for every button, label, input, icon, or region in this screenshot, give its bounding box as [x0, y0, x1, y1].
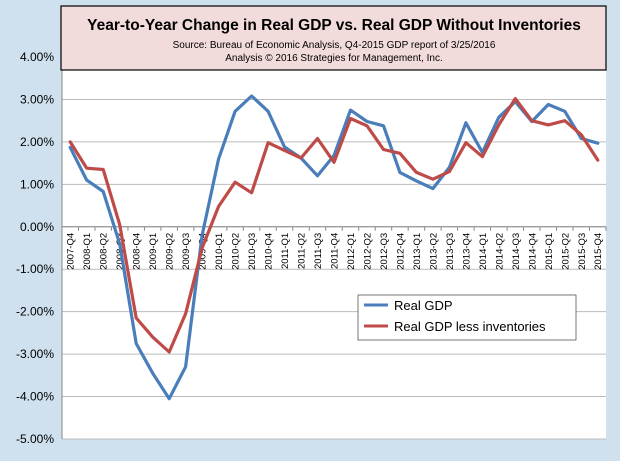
y-tick-label: 0.00% — [20, 220, 54, 234]
x-tick-label: 2015-Q4 — [593, 233, 604, 270]
x-tick-label: 2010-Q4 — [264, 233, 275, 270]
series-line-real-gdp-less-inventories — [68, 96, 600, 354]
legend-label-real-gdp: Real GDP — [394, 298, 453, 313]
title-box: Year-to-Year Change in Real GDP vs. Real… — [60, 5, 607, 71]
x-tick-label: 2009-Q1 — [148, 233, 159, 270]
x-tick-label: 2008-Q1 — [82, 233, 93, 270]
y-tick-label: 4.00% — [20, 50, 54, 64]
x-tick-label: 2014-Q1 — [478, 233, 489, 270]
gridlines — [61, 56, 607, 440]
x-tick-label: 2009-Q4 — [198, 233, 209, 270]
y-tick-label: -5.00% — [16, 432, 54, 446]
x-tick-label: 2011-Q4 — [330, 233, 341, 269]
x-tick-label: 2011-Q2 — [297, 233, 308, 269]
y-tick-label: 1.00% — [20, 177, 54, 191]
x-tick-label: 2010-Q3 — [247, 233, 258, 270]
x-tick-label: 2013-Q3 — [445, 233, 456, 270]
x-tick-label: 2012-Q1 — [346, 233, 357, 270]
x-tick-label: 2013-Q1 — [412, 233, 423, 270]
y-tick-label: 3.00% — [20, 92, 54, 106]
x-tick-label: 2015-Q1 — [544, 233, 555, 270]
y-tick-label: 2.00% — [20, 135, 54, 149]
x-tick-label: 2009-Q2 — [165, 233, 176, 270]
x-tick-label: 2011-Q1 — [280, 233, 291, 269]
x-tick-label: 2015-Q2 — [560, 233, 571, 270]
legend: Real GDP Real GDP less inventories — [357, 294, 577, 341]
title-box-frame — [60, 5, 607, 71]
x-axis-tick-labels: 2007-Q4 2008-Q1 2008-Q2 2008-Q3 2008-Q4 2009-… — [66, 233, 605, 270]
x-tick-label: 2012-Q2 — [362, 233, 373, 270]
chart-subtitle-line-1: Source: Bureau of Economic Analysis, Q4-… — [173, 40, 496, 51]
chart-title: Year-to-Year Change in Real GDP vs. Real… — [87, 17, 581, 34]
x-tick-label: 2009-Q3 — [181, 233, 192, 270]
x-tick-label: 2014-Q4 — [527, 233, 538, 270]
x-tick-label: 2007-Q4 — [66, 233, 77, 270]
y-axis-tick-labels: 4.00% 3.00% 2.00% 1.00% 0.00% -1.00% -2.00% -3.… — [16, 50, 54, 446]
x-tick-label: 2010-Q2 — [231, 233, 242, 270]
x-tick-label: 2011-Q3 — [313, 233, 324, 269]
x-tick-label: 2014-Q2 — [494, 233, 505, 270]
x-tick-label: 2013-Q4 — [461, 233, 472, 270]
x-tick-label: 2012-Q4 — [395, 233, 406, 270]
x-tick-label: 2010-Q1 — [214, 233, 225, 270]
chart-subtitle-line-2: Analysis © 2016 Strategies for Managemen… — [225, 53, 442, 64]
x-tick-label: 2015-Q3 — [577, 233, 588, 270]
y-tick-label: -3.00% — [16, 347, 54, 361]
legend-box — [357, 294, 577, 341]
y-tick-label: -2.00% — [16, 305, 54, 319]
x-tick-label: 2013-Q2 — [428, 233, 439, 270]
x-tick-label: 2014-Q3 — [511, 233, 522, 270]
x-tick-label: 2008-Q4 — [132, 233, 143, 270]
x-tick-label: 2008-Q2 — [99, 233, 110, 270]
y-tick-label: -1.00% — [16, 262, 54, 276]
y-tick-label: -4.00% — [16, 390, 54, 404]
series-lines — [68, 94, 600, 401]
x-tick-label: 2012-Q3 — [379, 233, 390, 270]
legend-label-real-gdp-less-inventories: Real GDP less inventories — [394, 319, 546, 334]
